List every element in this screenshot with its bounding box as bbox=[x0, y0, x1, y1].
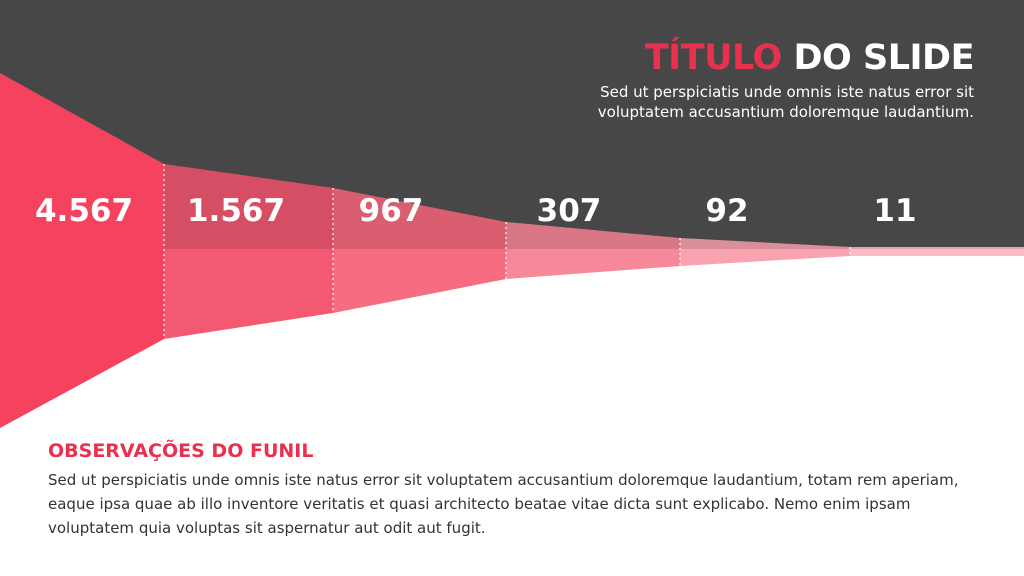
funnel-segment-6 bbox=[850, 247, 1024, 256]
funnel-segment-1 bbox=[0, 73, 164, 428]
funnel-stage-2-value: 1.567 bbox=[186, 193, 286, 229]
funnel-stage-6-value: 11 bbox=[873, 193, 917, 229]
notes-body: Sed ut perspiciatis unde omnis iste natu… bbox=[48, 471, 959, 537]
funnel-stage-5-value: 92 bbox=[705, 193, 749, 229]
funnel-segment-4 bbox=[506, 222, 680, 279]
slide-title-accent: TÍTULO bbox=[644, 38, 783, 78]
funnel-segment-5-shade bbox=[680, 238, 850, 249]
notes-heading: OBSERVAÇÕES DO FUNIL bbox=[48, 440, 314, 462]
slide-title: TÍTULO DO SLIDE bbox=[644, 38, 975, 78]
funnel-stage-1-value: 4.567 bbox=[34, 193, 134, 229]
funnel-segment-2 bbox=[164, 164, 333, 339]
funnel-stage-3-value: 967 bbox=[358, 193, 424, 229]
funnel-segment-3-shade bbox=[333, 188, 506, 249]
slide-subtitle: Sed ut perspiciatis unde omnis iste natu… bbox=[597, 83, 974, 121]
slide-title-rest: DO SLIDE bbox=[793, 38, 975, 78]
funnel-segment-3 bbox=[333, 188, 506, 313]
funnel-stage-4-value: 307 bbox=[536, 193, 602, 229]
funnel-segment-2-shade bbox=[164, 164, 333, 249]
funnel-segment-5 bbox=[680, 238, 850, 266]
funnel-segment-4-shade bbox=[506, 222, 680, 249]
funnel-segment-6-shade bbox=[850, 247, 1024, 249]
